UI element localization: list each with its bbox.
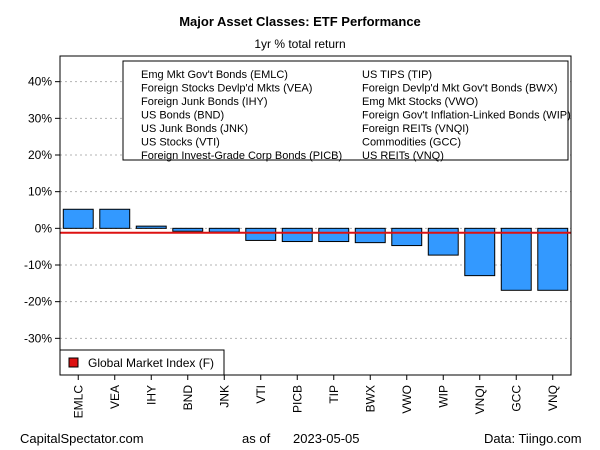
legend-box xyxy=(122,60,569,161)
footer-data-source: Data: Tiingo.com xyxy=(484,431,582,446)
bar xyxy=(208,227,240,233)
legend-entry: Foreign Invest-Grade Corp Bonds (PICB) xyxy=(141,150,342,162)
x-tick-label: BWX xyxy=(363,385,377,412)
bar xyxy=(62,208,94,229)
x-tick-label: VNQI xyxy=(473,385,487,414)
y-tick-label: 0% xyxy=(35,221,53,235)
y-tick-label: 30% xyxy=(28,111,52,125)
legend-entry: US TIPS (TIP) xyxy=(362,69,432,81)
x-tick-label: VEA xyxy=(108,385,122,409)
legend-entry: Foreign Gov't Inflation-Linked Bonds (WI… xyxy=(362,110,571,122)
bar xyxy=(172,227,204,232)
x-tick-label: IHY xyxy=(144,385,158,405)
reference-legend-swatch xyxy=(68,357,79,368)
bar xyxy=(500,227,532,291)
y-tick-label: 20% xyxy=(28,148,52,162)
bar xyxy=(354,227,386,244)
bar xyxy=(537,227,569,291)
bar xyxy=(135,225,167,229)
legend-entry: Commodities (GCC) xyxy=(362,137,461,149)
legend-entry: Foreign Stocks Devlp'd Mkts (VEA) xyxy=(141,83,312,95)
x-tick-label: JNK xyxy=(217,385,231,408)
x-tick-label: BND xyxy=(181,385,195,411)
legend-entry: Foreign Junk Bonds (IHY) xyxy=(141,96,268,108)
x-tick-label: GCC xyxy=(509,385,523,412)
bar xyxy=(281,227,313,243)
footer-as-of-label: as of xyxy=(242,431,271,446)
legend-entry: Emg Mkt Stocks (VWO) xyxy=(362,96,478,108)
reference-legend-label: Global Market Index (F) xyxy=(88,356,214,370)
footer-date: 2023-05-05 xyxy=(293,431,360,446)
legend-entry: US Stocks (VTI) xyxy=(141,137,220,149)
bar xyxy=(391,227,423,247)
reference-legend-box xyxy=(59,349,225,376)
y-tick-label: -20% xyxy=(24,295,52,309)
x-tick-label: EMLC xyxy=(71,385,85,419)
legend-entry: Emg Mkt Gov't Bonds (EMLC) xyxy=(141,69,288,81)
y-tick-label: 40% xyxy=(28,75,52,89)
chart-title: Major Asset Classes: ETF Performance xyxy=(179,14,421,29)
legend-entry: Foreign REITs (VNQI) xyxy=(362,123,469,135)
footer-source-site: CapitalSpectator.com xyxy=(20,431,144,446)
x-tick-label: PICB xyxy=(290,385,304,413)
x-tick-label: TIP xyxy=(327,385,341,404)
chart-subtitle: 1yr % total return xyxy=(254,37,346,51)
bar xyxy=(99,208,131,229)
legend-entry: Foreign Devlp'd Mkt Gov't Bonds (BWX) xyxy=(362,83,558,95)
bar xyxy=(245,227,277,241)
y-tick-label: -10% xyxy=(24,258,52,272)
legend-entry: US Junk Bonds (JNK) xyxy=(141,123,248,135)
y-tick-label: 10% xyxy=(28,185,52,199)
legend-entry: US REITs (VNQ) xyxy=(362,150,444,162)
x-tick-label: WIP xyxy=(436,385,450,408)
y-tick-label: -30% xyxy=(24,331,52,345)
x-tick-label: VWO xyxy=(400,385,414,414)
plot-frame xyxy=(59,55,572,376)
x-tick-label: VNQ xyxy=(546,385,560,411)
legend-entry: US Bonds (BND) xyxy=(141,110,224,122)
x-tick-label: VTI xyxy=(254,385,268,404)
bar xyxy=(464,227,496,277)
bar xyxy=(318,227,350,243)
